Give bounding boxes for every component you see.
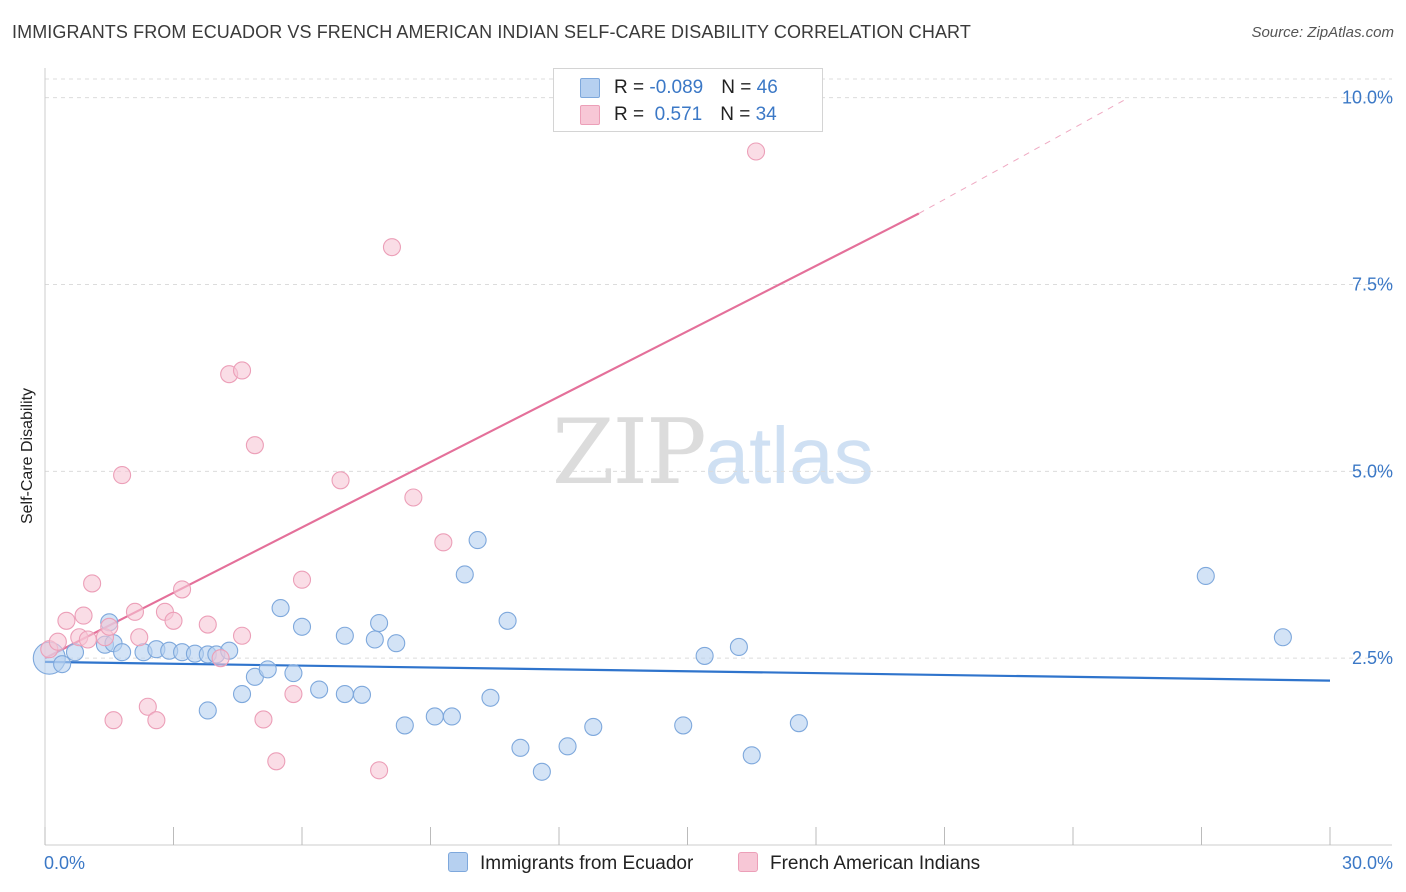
ecuador-point [310,680,329,699]
ecuador-point [370,613,389,633]
ecuador-point [532,762,551,781]
ecuador-point [455,565,474,584]
ecuador-point [113,643,132,662]
french-point [138,697,157,716]
ecuador-point [1196,566,1215,586]
ecuador-point [789,714,808,733]
ecuador-point [481,688,500,707]
ecuador-swatch [580,78,600,98]
ecuador-swatch [448,852,468,872]
watermark-zip: ZIP [552,400,707,505]
legend-r-value: -0.089 [649,77,704,98]
trend-lines [44,97,1331,682]
ecuador-point [258,660,277,679]
watermark-atlas: atlas [704,411,874,500]
ecuador-point [335,626,354,645]
ecuador-point [387,634,406,653]
french-point [74,606,93,625]
y-tick-label: 5.0% [1352,461,1393,481]
y-tick-label: 2.5% [1352,648,1393,668]
ecuador-point [65,643,85,662]
ecuador-point [584,717,603,736]
legend-item-french: French American Indians [738,852,980,875]
french-point [382,238,402,257]
ecuador-point [292,617,312,636]
ecuador-trend-line [44,660,1331,682]
ecuador-point [498,611,517,630]
ecuador-point [198,701,217,720]
legend-label-ecuador: Immigrants from Ecuador [480,853,694,874]
french-point [292,570,312,589]
french-point [404,488,423,507]
french-point [284,684,303,704]
french-point [78,630,97,649]
x-tick-label: 30.0% [1342,853,1393,873]
legend-label-french: French American Indians [770,853,981,874]
legend-n-label: N = [721,77,757,98]
french-swatch [738,852,758,872]
french-point [104,711,123,730]
data-points [32,142,1292,781]
french-point [147,711,166,730]
ecuador-point [53,655,72,674]
french-point [125,602,144,621]
ecuador-point [558,737,577,756]
legend-r-label: R = [614,104,650,125]
ecuador-point [729,637,748,657]
french-point [211,649,230,668]
french-trend-line [44,212,920,660]
french-point [164,611,183,630]
french-point [48,632,67,651]
ecuador-point [425,707,444,726]
french-point [434,533,453,552]
correlation-legend: R = -0.089 N = 46 R = 0.571 N = 34 [553,68,823,132]
french-point [130,628,149,647]
ecuador-point [742,746,761,765]
french-point [746,142,766,161]
french-point [232,626,252,645]
ecuador-point [468,531,487,550]
tick-labels: 2.5% 5.0% 7.5% 10.0% 0.0% 30.0% [44,88,1393,873]
french-point [232,361,252,380]
french-swatch [580,105,600,125]
ecuador-point [395,716,414,735]
watermark: ZIPatlas [552,400,874,505]
legend-n-value: 34 [755,104,777,125]
french-point [100,617,119,636]
legend-r-value: 0.571 [649,104,703,125]
legend-n-label: N = [720,104,756,125]
french-point [254,710,273,729]
ecuador-point [1273,628,1292,647]
ecuador-point [365,630,384,649]
legend-r-label: R = [614,77,650,98]
french-point [370,761,389,780]
french-point [113,466,132,485]
ecuador-point [232,684,252,704]
axes [44,68,1392,846]
x-tick-label: 0.0% [44,853,85,873]
ecuador-point [442,707,461,726]
french-point [331,471,350,490]
ecuador-point [271,599,290,618]
ecuador-point [511,738,530,757]
ecuador-point [335,684,354,704]
french-point [267,752,286,771]
y-tick-label: 7.5% [1352,275,1393,295]
french-point [198,615,217,634]
legend-n-value: 46 [756,77,778,98]
y-tick-label: 10.0% [1342,88,1393,108]
ecuador-point [695,646,714,665]
ecuador-point [674,716,693,735]
ecuador-point [284,664,303,683]
french-trend-extension [918,97,1129,214]
french-point [83,574,102,593]
chart-title: IMMIGRANTS FROM ECUADOR VS FRENCH AMERIC… [12,22,971,42]
legend-item-ecuador: Immigrants from Ecuador [448,852,693,875]
french-point [173,580,192,599]
source-credit: Source: ZipAtlas.com [1251,24,1394,41]
french-point [245,436,264,455]
french-point [57,611,76,630]
ecuador-point [352,685,372,704]
